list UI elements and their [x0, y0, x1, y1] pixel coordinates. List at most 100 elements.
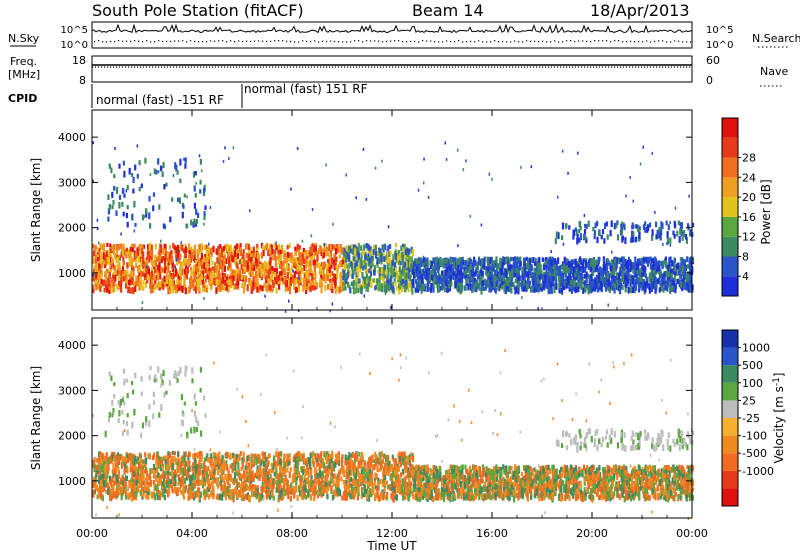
echo-cell: [265, 456, 268, 462]
echo-cell: [477, 260, 480, 266]
echo-cell: [517, 258, 520, 264]
echo-cell: [540, 269, 543, 276]
echo-cell: [366, 269, 369, 274]
echo-cell: [624, 237, 627, 244]
echo-cell: [562, 242, 565, 246]
echo-cell: [252, 276, 255, 283]
echo-cell: [584, 286, 587, 293]
echo-cell: [595, 259, 598, 265]
nsearch-dot: [686, 41, 688, 43]
echo-cell: [135, 251, 138, 259]
echo-cell: [318, 282, 321, 288]
nsearch-dot: [386, 40, 388, 43]
echo-cell: [128, 167, 131, 175]
echo-cell: [420, 259, 423, 266]
echo-cell: [105, 280, 108, 285]
echo-cell: [444, 270, 448, 276]
echo-cell: [381, 244, 384, 250]
echo-cell: [176, 279, 179, 285]
echo-cell: [106, 268, 109, 274]
echo-cell: [210, 277, 213, 284]
echo-cell: [654, 287, 657, 294]
echo-cell: [263, 282, 266, 288]
echo-cell: [459, 287, 462, 295]
echo-cell: [573, 272, 576, 280]
echo-cell: [441, 270, 444, 276]
echo-cell: [118, 163, 121, 169]
echo-cell: [183, 268, 187, 275]
nsearch-dot: [546, 41, 548, 43]
echo-cell: [169, 252, 172, 259]
echo-cell: [142, 280, 145, 285]
echo-cell: [275, 279, 278, 285]
echo-cell: [636, 269, 639, 275]
echo-cell: [288, 287, 292, 295]
echo-cell: [345, 173, 347, 177]
echo-cell: [385, 283, 388, 289]
echo-cell: [530, 165, 533, 169]
nsearch-dot: [402, 40, 404, 43]
echo-cell: [377, 251, 380, 257]
echo-cell: [256, 277, 259, 284]
echo-cell: [568, 287, 571, 292]
echo-cell: [220, 278, 223, 284]
echo-cell: [357, 278, 360, 284]
echo-cell: [680, 281, 683, 288]
nsearch-dot: [594, 40, 596, 42]
echo-cell: [120, 243, 123, 249]
echo-cell: [395, 249, 398, 255]
echo-cell: [624, 262, 627, 267]
echo-cell: [392, 254, 395, 260]
echo-cell: [292, 278, 295, 284]
echo-cell: [410, 268, 413, 274]
echo-cell: [475, 287, 478, 292]
echo-cell: [178, 249, 181, 253]
echo-cell: [125, 283, 128, 289]
nave-dot: [161, 66, 163, 68]
nsearch-dot: [670, 41, 672, 43]
echo-cell: [580, 259, 583, 265]
echo-cell: [414, 287, 417, 293]
echo-cell: [273, 243, 276, 248]
echo-cell: [158, 475, 161, 481]
echo-cell: [343, 275, 347, 281]
echo-cell: [179, 262, 182, 268]
echo-cell: [563, 280, 566, 286]
echo-cell: [405, 272, 408, 279]
echo-cell: [139, 265, 142, 272]
echo-cell: [431, 261, 434, 267]
echo-cell: [660, 229, 663, 236]
echo-cell: [686, 284, 689, 291]
echo-cell: [550, 259, 553, 267]
echo-cell: [243, 267, 246, 273]
echo-cell: [148, 244, 151, 251]
echo-cell: [664, 256, 667, 262]
echo-cell: [501, 280, 504, 286]
echo-cell: [304, 250, 307, 256]
echo-cell: [322, 252, 325, 258]
echo-cell: [184, 157, 187, 164]
echo-cell: [603, 238, 606, 244]
echo-cell: [257, 258, 260, 264]
echo-cell: [165, 275, 168, 281]
nave-tick-top: 60: [706, 54, 720, 67]
echo-cell: [590, 277, 593, 282]
echo-cell: [193, 250, 196, 256]
nave-dot: [656, 66, 658, 68]
nsearch-dot: [658, 40, 660, 42]
echo-cell: [110, 283, 113, 288]
echo-cell: [440, 260, 444, 267]
echo-cell: [406, 247, 409, 253]
nsky-tick-top: 10^5: [61, 25, 88, 36]
echo-cell: [658, 265, 661, 271]
nsearch-dot: [174, 40, 176, 42]
echo-cell: [468, 277, 472, 284]
nsky-tick-bottom: 10^0: [61, 40, 88, 51]
echo-cell: [100, 278, 103, 284]
nave-dot: [347, 66, 349, 68]
echo-cell: [573, 278, 576, 285]
echo-cell: [610, 274, 614, 280]
echo-cell: [568, 272, 571, 277]
echo-cell: [222, 251, 225, 257]
nave-dot: [320, 66, 322, 68]
